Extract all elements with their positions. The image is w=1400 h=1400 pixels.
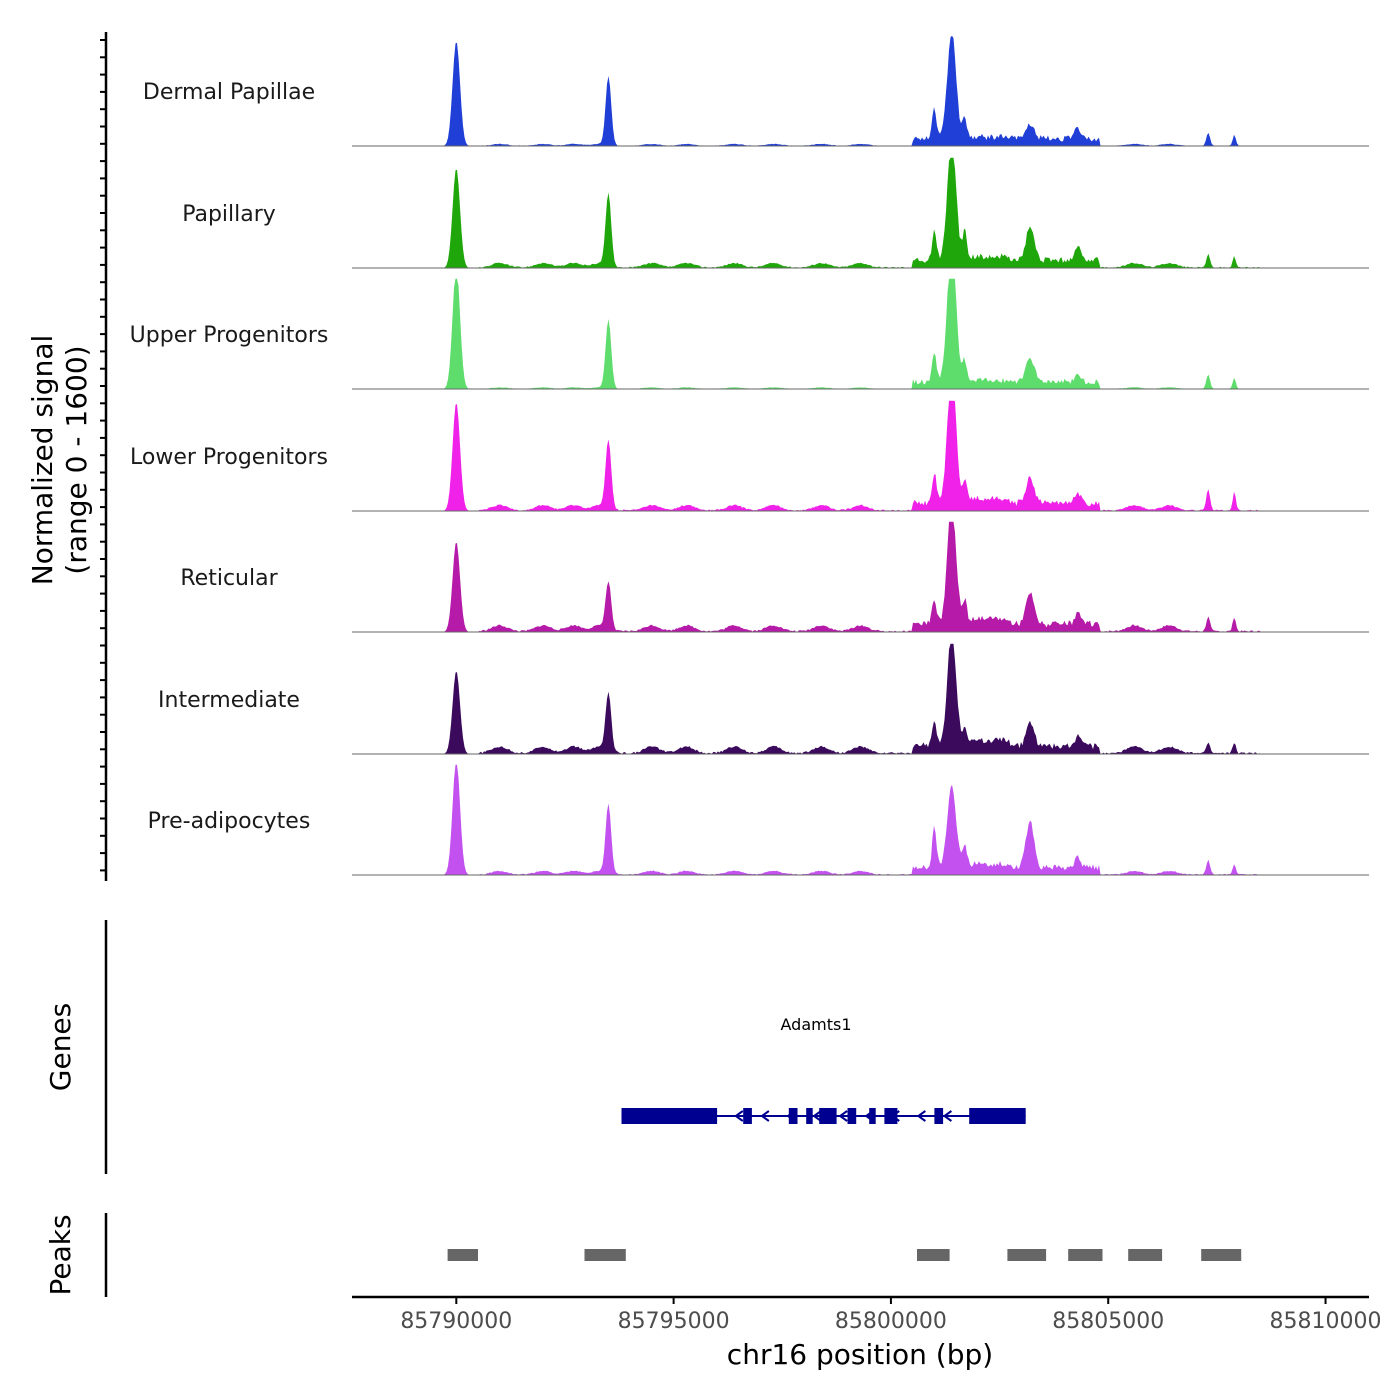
peaks-track-title: Peaks — [44, 1214, 77, 1295]
signal-area — [352, 157, 1369, 268]
x-tick-label: 85795000 — [618, 1309, 730, 1334]
y-axis-title-line1: Normalized signal — [26, 335, 59, 586]
gene-exon — [884, 1108, 898, 1124]
strand-arrow — [838, 1110, 848, 1122]
signal-track — [352, 764, 1369, 876]
strand-arrow — [760, 1110, 770, 1122]
gene-exon — [743, 1108, 752, 1124]
strand-arrow — [734, 1110, 744, 1122]
signal-tracks — [352, 35, 1369, 876]
gene-name-label: Adamts1 — [781, 1015, 852, 1034]
signal-area — [352, 764, 1369, 875]
strand-arrow — [916, 1110, 926, 1122]
gene-exon — [806, 1108, 813, 1124]
peak-bars — [447, 1249, 1242, 1261]
track-label: Intermediate — [158, 688, 300, 713]
x-tick-label: 85805000 — [1052, 1309, 1164, 1334]
genes-track-title: Genes — [44, 1003, 77, 1091]
gene-exon — [934, 1108, 944, 1124]
gene-exon — [869, 1108, 876, 1124]
x-axis-title: chr16 position (bp) — [727, 1338, 993, 1371]
gene-exon — [969, 1108, 1026, 1124]
peak-bar — [1007, 1249, 1047, 1261]
peak-bar — [1128, 1249, 1163, 1261]
x-tick-label: 85790000 — [400, 1309, 512, 1334]
signal-track — [352, 35, 1369, 147]
track-label: Dermal Papillae — [143, 80, 315, 105]
signal-area — [352, 278, 1369, 389]
track-labels: Dermal Papillae Papillary Upper Progenitor… — [130, 80, 329, 834]
peak-bar — [917, 1249, 950, 1261]
signal-track — [352, 643, 1369, 755]
signal-area — [352, 643, 1369, 754]
gene-exon — [691, 1108, 718, 1124]
gene-exon — [819, 1108, 837, 1124]
gene-exon — [847, 1108, 857, 1124]
y-axis-title-line2: (range 0 - 1600) — [60, 345, 93, 574]
signal-track — [352, 157, 1369, 269]
signal-axis-ticks — [100, 39, 106, 872]
signal-area — [352, 521, 1369, 632]
peak-bar — [447, 1249, 478, 1261]
gene-model — [621, 1108, 1026, 1124]
signal-area — [352, 400, 1369, 511]
track-label: Papillary — [182, 202, 276, 227]
x-axis-ticks: 85790000 85795000 85800000 85805000 85810000 — [400, 1297, 1382, 1334]
signal-track — [352, 278, 1369, 390]
track-label: Lower Progenitors — [130, 445, 328, 470]
track-label: Pre-adipocytes — [148, 809, 311, 834]
signal-track — [352, 521, 1369, 633]
strand-arrow — [812, 1110, 822, 1122]
strand-arrow — [942, 1110, 953, 1122]
track-label: Reticular — [180, 566, 278, 591]
peak-bar — [1068, 1249, 1103, 1261]
x-tick-label: 85800000 — [835, 1309, 947, 1334]
x-tick-label: 85810000 — [1270, 1309, 1382, 1334]
peak-bar — [584, 1249, 626, 1261]
y-axis-title: Normalized signal (range 0 - 1600) — [26, 335, 93, 586]
gene-exon — [788, 1108, 798, 1124]
gene-exon — [621, 1108, 691, 1124]
signal-track — [352, 400, 1369, 512]
signal-area — [352, 35, 1369, 146]
track-label: Upper Progenitors — [130, 323, 329, 348]
peak-bar — [1201, 1249, 1242, 1261]
